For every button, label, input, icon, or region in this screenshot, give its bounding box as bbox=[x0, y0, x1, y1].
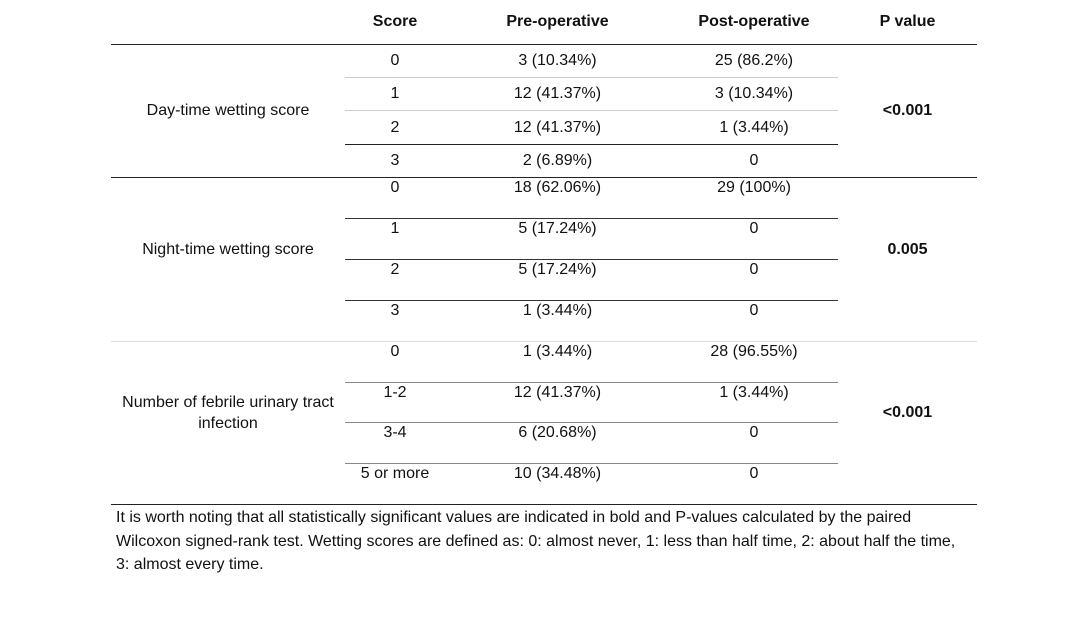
post-operative-cell: 28 (96.55%) bbox=[710, 343, 798, 360]
score-cell: 2 bbox=[390, 118, 400, 136]
row-rule bbox=[345, 259, 838, 260]
pre-operative-cell: 18 (62.06%) bbox=[513, 179, 602, 196]
score-cell: 1-2 bbox=[383, 383, 407, 401]
post-operative-cell: 29 (100%) bbox=[717, 179, 791, 196]
group-label: Night-time wetting score bbox=[142, 240, 314, 258]
score-cell: 0 bbox=[390, 179, 400, 196]
row-rule bbox=[345, 77, 838, 78]
score-cell: 3-4 bbox=[383, 424, 407, 441]
pre-operative-cell: 5 (17.24%) bbox=[518, 220, 597, 237]
post-operative-cell: 0 bbox=[749, 261, 759, 278]
group-rule bbox=[111, 504, 977, 505]
pre-operative-cell: 12 (41.37%) bbox=[513, 85, 602, 102]
row-rule bbox=[345, 300, 838, 301]
pre-operative-cell: 1 (3.44%) bbox=[522, 343, 593, 360]
column-header: P value bbox=[879, 12, 936, 30]
row-rule bbox=[345, 110, 838, 111]
row-rule bbox=[345, 422, 838, 423]
score-cell: 5 or more bbox=[360, 465, 430, 482]
group-rule bbox=[111, 177, 977, 178]
post-operative-cell: 0 bbox=[749, 424, 759, 441]
row-rule bbox=[345, 382, 838, 383]
post-operative-cell: 1 (3.44%) bbox=[719, 383, 789, 401]
header-rule bbox=[111, 44, 977, 45]
row-rule bbox=[345, 218, 838, 219]
post-operative-cell: 0 bbox=[749, 220, 759, 237]
group-label: Number of febrile urinary tract infectio… bbox=[122, 393, 334, 432]
column-header: Post-operative bbox=[698, 12, 810, 30]
table-footnote: It is worth noting that all statisticall… bbox=[116, 509, 956, 573]
post-operative-cell: 25 (86.2%) bbox=[714, 52, 794, 69]
group-label: Day-time wetting score bbox=[146, 102, 310, 119]
pre-operative-cell: 12 (41.37%) bbox=[513, 383, 602, 401]
column-header: Pre-operative bbox=[506, 12, 609, 30]
score-cell: 0 bbox=[390, 52, 400, 69]
score-cell: 3 bbox=[390, 152, 400, 169]
pre-operative-cell: 3 (10.34%) bbox=[518, 52, 597, 69]
pre-operative-cell: 6 (20.68%) bbox=[518, 424, 597, 441]
pre-operative-cell: 12 (41.37%) bbox=[513, 118, 602, 136]
p-value: <0.001 bbox=[882, 404, 933, 421]
group-rule bbox=[111, 341, 977, 342]
score-cell: 0 bbox=[390, 343, 400, 360]
column-header: Score bbox=[372, 12, 418, 30]
post-operative-cell: 0 bbox=[749, 152, 759, 169]
score-cell: 3 bbox=[390, 302, 400, 319]
row-rule bbox=[345, 463, 838, 464]
score-cell: 1 bbox=[390, 85, 400, 102]
post-operative-cell: 3 (10.34%) bbox=[714, 85, 794, 102]
post-operative-cell: 0 bbox=[749, 302, 759, 319]
score-cell: 1 bbox=[390, 220, 400, 237]
post-operative-cell: 1 (3.44%) bbox=[719, 118, 789, 136]
pre-operative-cell: 2 (6.89%) bbox=[522, 152, 593, 169]
score-cell: 2 bbox=[390, 261, 400, 278]
row-rule bbox=[345, 144, 838, 145]
post-operative-cell: 0 bbox=[749, 465, 759, 482]
pre-operative-cell: 10 (34.48%) bbox=[513, 465, 602, 482]
p-value: 0.005 bbox=[887, 240, 928, 258]
pre-operative-cell: 5 (17.24%) bbox=[518, 261, 597, 278]
p-value: <0.001 bbox=[882, 102, 933, 119]
pre-operative-cell: 1 (3.44%) bbox=[522, 302, 593, 319]
